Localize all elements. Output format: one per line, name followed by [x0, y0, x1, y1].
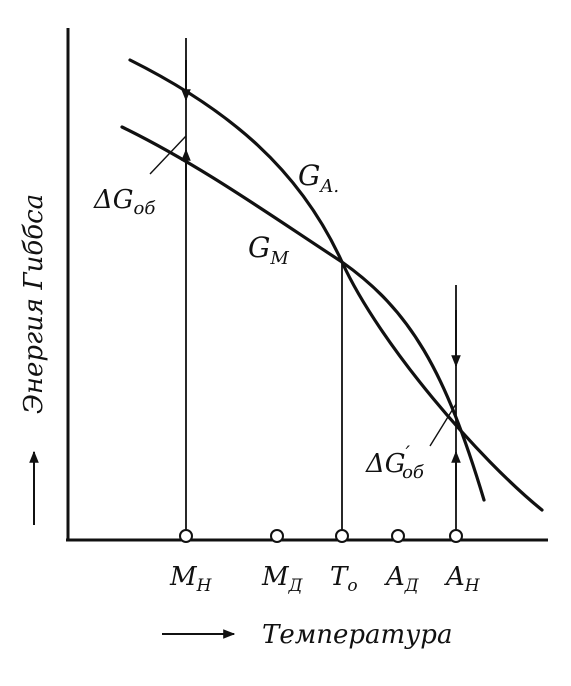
point-md — [270, 529, 284, 543]
point-ad — [391, 529, 405, 543]
x-axis-label: Температура — [262, 620, 452, 650]
point-to — [335, 529, 349, 543]
dg-ob-label: ΔGоб — [93, 185, 156, 219]
curve-gm-label: GM — [248, 231, 289, 269]
curve-ga — [128, 58, 544, 512]
label-ah: AH — [444, 562, 481, 596]
dg-ob-prime-leader — [429, 403, 457, 447]
label-mh: MH — [169, 562, 213, 596]
curve-ga-label: GA. — [298, 159, 339, 197]
label-ad: AД — [384, 562, 420, 596]
dg-ob-leader — [149, 135, 187, 175]
label-md: MД — [261, 562, 304, 596]
label-to: To — [330, 562, 358, 596]
point-mh — [179, 529, 193, 543]
point-ah — [449, 529, 463, 543]
dg-ob-prime-label: ΔG′ об — [365, 441, 425, 483]
y-axis-label: Энергия Гиббса — [19, 194, 49, 414]
